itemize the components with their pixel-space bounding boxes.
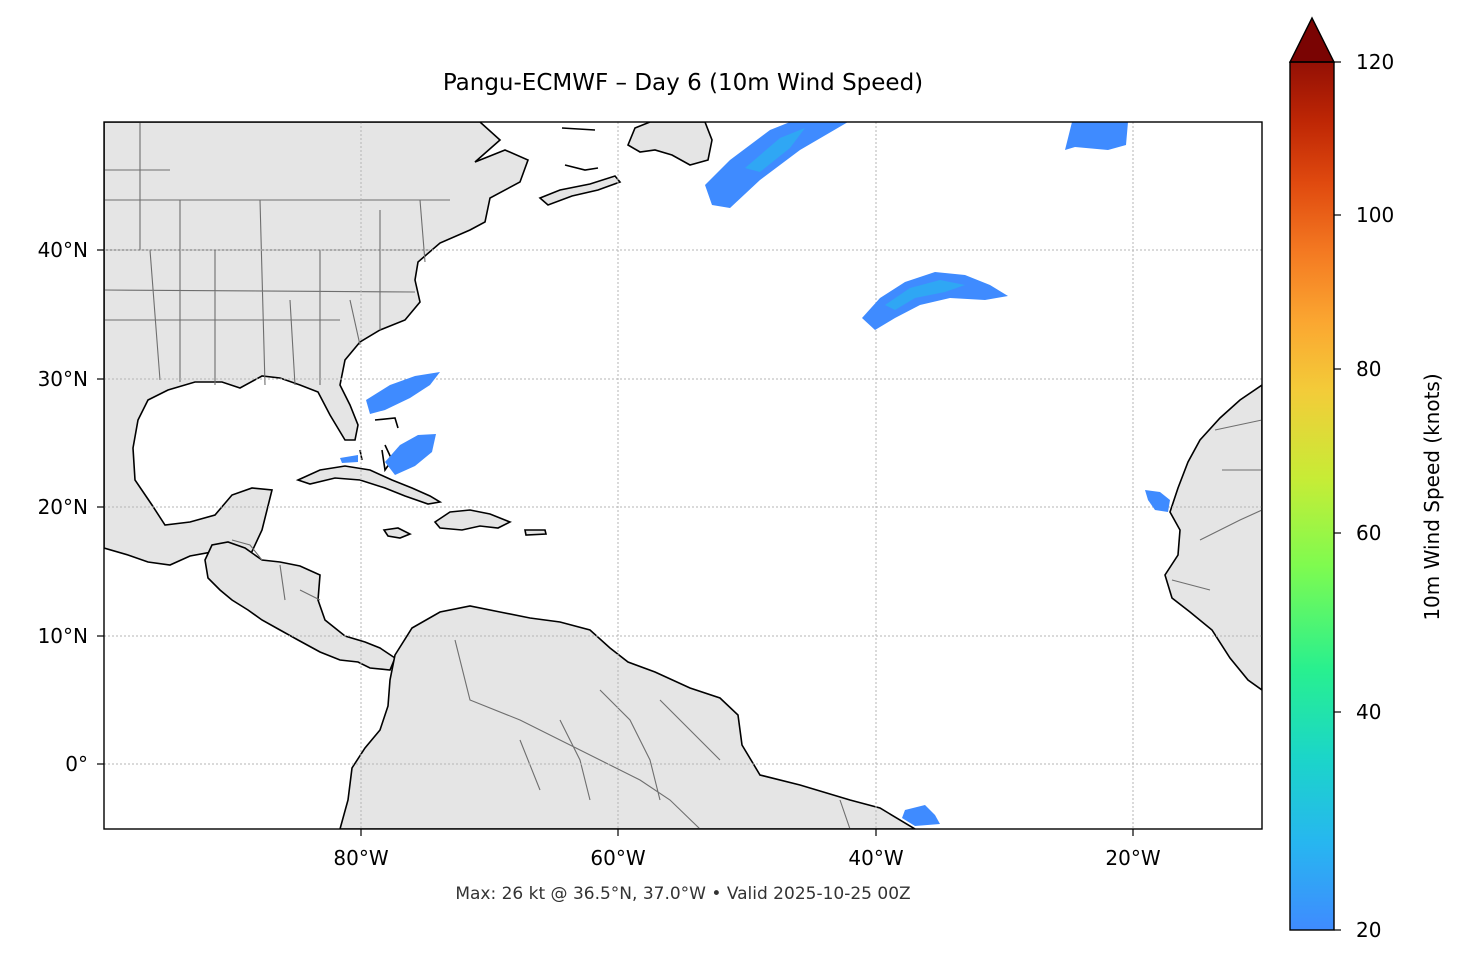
wind-patch-florida xyxy=(366,372,440,414)
land-newfoundland xyxy=(626,122,713,166)
land-cuba xyxy=(295,465,443,505)
chart-title: Pangu-ECMWF – Day 6 (10m Wind Speed) xyxy=(442,70,924,96)
wind-patch-north-atlantic xyxy=(705,122,848,208)
colorbar-gradient xyxy=(1290,62,1334,930)
land-jamaica xyxy=(382,527,412,539)
wind-patch-cape-verde xyxy=(1145,490,1170,512)
land-hispaniola xyxy=(433,509,512,531)
footnote-max-valid: Max: 26 kt @ 36.5°N, 37.0°W • Valid 2025… xyxy=(455,884,911,904)
wind-patch-central-atlantic xyxy=(862,272,1008,330)
map-frame xyxy=(103,121,1263,830)
wind-patch-central-atlantic-core xyxy=(885,280,965,310)
colorbar-tick-label: 60 xyxy=(1356,521,1382,545)
wind-patches xyxy=(340,122,1170,826)
wind-patch-northeast xyxy=(1065,122,1128,150)
land-north-america xyxy=(104,122,530,566)
land-puerto-rico xyxy=(524,529,548,536)
colorbar-tick-label: 40 xyxy=(1356,700,1382,724)
wind-patch-cuba-west xyxy=(340,455,358,463)
x-tick-label: 80°W xyxy=(333,846,389,870)
wind-patch-north-atlantic-core xyxy=(745,128,805,172)
x-tick-label: 60°W xyxy=(590,846,646,870)
political-borders xyxy=(104,122,1262,829)
land-africa xyxy=(1164,384,1262,691)
graticule xyxy=(104,122,1262,829)
land-pei xyxy=(561,127,599,171)
colorbar-frame xyxy=(1289,61,1335,931)
wind-patch-equatorial xyxy=(902,805,940,826)
colorbar-tick-label: 100 xyxy=(1356,203,1395,227)
y-tick-label: 20°N xyxy=(37,495,88,519)
x-tick-label: 40°W xyxy=(848,846,904,870)
y-tick-label: 0° xyxy=(65,752,88,776)
colorbar-extend-triangle xyxy=(1288,16,1336,63)
colorbar-tick-label: 20 xyxy=(1356,918,1382,942)
colorbar-tick-label: 120 xyxy=(1356,50,1395,74)
colorbar-label: 10m Wind Speed (knots) xyxy=(1420,373,1444,621)
axis-ticks xyxy=(97,249,1134,836)
y-tick-label: 40°N xyxy=(37,238,88,262)
x-tick-label: 20°W xyxy=(1105,846,1161,870)
y-tick-label: 30°N xyxy=(37,367,88,391)
y-tick-label: 10°N xyxy=(37,624,88,648)
wind-patch-bahamas xyxy=(385,434,436,475)
land-nova-scotia xyxy=(538,175,622,206)
map-area xyxy=(104,122,1262,829)
colorbar-tick-label: 80 xyxy=(1356,357,1382,381)
colorbar xyxy=(1288,16,1341,931)
